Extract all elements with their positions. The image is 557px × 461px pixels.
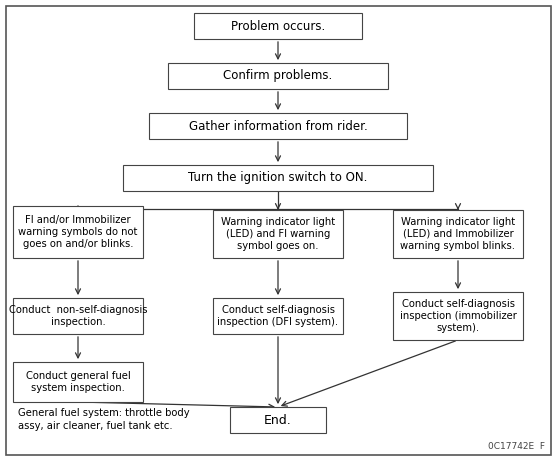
Text: Conduct self-diagnosis
inspection (DFI system).: Conduct self-diagnosis inspection (DFI s… xyxy=(217,305,339,327)
Bar xyxy=(13,206,143,258)
Text: 0C17742E  F: 0C17742E F xyxy=(488,442,545,451)
Text: End.: End. xyxy=(264,414,292,426)
Bar xyxy=(194,13,362,39)
Bar xyxy=(123,165,433,191)
Bar xyxy=(213,298,343,334)
Bar xyxy=(213,210,343,258)
Bar xyxy=(393,210,523,258)
Text: Gather information from rider.: Gather information from rider. xyxy=(189,119,368,132)
Text: Conduct general fuel
system inspection.: Conduct general fuel system inspection. xyxy=(26,371,130,393)
Text: Problem occurs.: Problem occurs. xyxy=(231,19,325,32)
Text: Confirm problems.: Confirm problems. xyxy=(223,70,333,83)
Bar xyxy=(13,298,143,334)
Text: Conduct self-diagnosis
inspection (immobilizer
system).: Conduct self-diagnosis inspection (immob… xyxy=(399,299,516,333)
Text: Conduct  non-self-diagnosis
inspection.: Conduct non-self-diagnosis inspection. xyxy=(9,305,147,327)
Text: FI and/or Immobilizer
warning symbols do not
goes on and/or blinks.: FI and/or Immobilizer warning symbols do… xyxy=(18,215,138,249)
Bar xyxy=(13,362,143,402)
Text: Warning indicator light
(LED) and FI warning
symbol goes on.: Warning indicator light (LED) and FI war… xyxy=(221,217,335,251)
Text: Warning indicator light
(LED) and Immobilizer
warning symbol blinks.: Warning indicator light (LED) and Immobi… xyxy=(400,217,515,251)
Bar xyxy=(393,292,523,340)
Bar xyxy=(230,407,326,433)
Bar xyxy=(149,113,407,139)
Text: Turn the ignition switch to ON.: Turn the ignition switch to ON. xyxy=(188,171,368,184)
Text: General fuel system: throttle body
assy, air cleaner, fuel tank etc.: General fuel system: throttle body assy,… xyxy=(18,408,189,431)
Bar xyxy=(168,63,388,89)
